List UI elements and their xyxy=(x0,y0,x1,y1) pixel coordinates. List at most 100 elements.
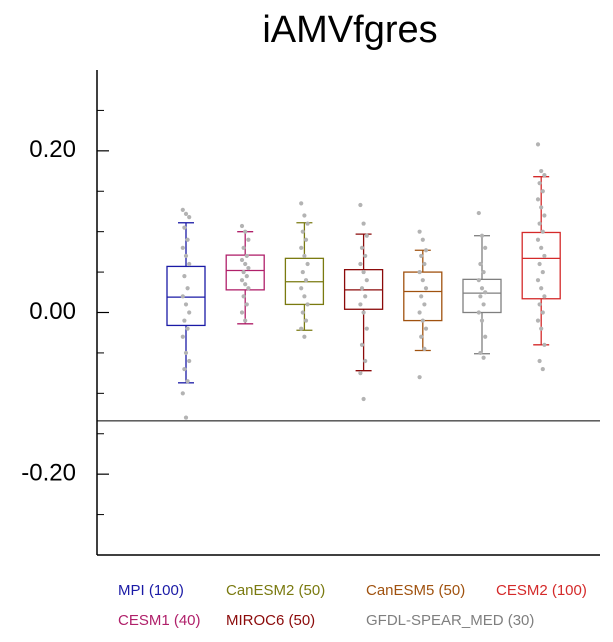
member-point xyxy=(239,223,245,229)
member-point xyxy=(363,253,368,259)
member-point xyxy=(239,278,245,283)
member-point xyxy=(243,261,248,267)
member-point xyxy=(180,294,185,299)
y-tick-label: 0.00 xyxy=(29,298,76,325)
member-point xyxy=(182,225,187,230)
member-point xyxy=(183,302,189,307)
member-point xyxy=(537,302,542,307)
member-point xyxy=(246,286,251,291)
member-point xyxy=(303,318,309,323)
member-point xyxy=(302,253,307,259)
member-point xyxy=(303,278,309,283)
member-point xyxy=(419,294,424,299)
member-point xyxy=(361,310,366,315)
member-point xyxy=(540,189,545,194)
member-point xyxy=(363,294,368,299)
member-point xyxy=(423,326,429,331)
member-point xyxy=(187,215,192,220)
y-tick-label: 0.20 xyxy=(29,136,76,163)
member-point xyxy=(183,211,189,216)
member-point xyxy=(299,326,304,331)
member-point xyxy=(542,213,547,218)
member-point xyxy=(420,318,425,323)
member-point xyxy=(305,221,310,226)
member-point xyxy=(183,415,189,420)
member-point xyxy=(243,318,248,323)
member-point xyxy=(185,286,190,291)
member-point xyxy=(539,326,544,331)
member-point xyxy=(537,358,542,364)
member-point xyxy=(180,245,185,250)
member-point xyxy=(359,342,365,347)
member-point xyxy=(300,269,305,275)
member-point xyxy=(182,366,187,372)
member-point xyxy=(180,207,185,212)
member-point xyxy=(305,302,310,307)
member-point xyxy=(241,269,246,275)
member-point xyxy=(479,318,485,323)
member-point xyxy=(185,379,190,384)
member-point xyxy=(539,245,544,250)
member-point xyxy=(537,221,542,226)
member-point xyxy=(540,269,545,275)
member-point xyxy=(187,310,192,315)
member-point xyxy=(361,396,366,402)
member-point xyxy=(537,261,542,267)
member-point xyxy=(419,253,424,259)
member-point xyxy=(479,233,485,238)
member-point xyxy=(478,261,483,267)
member-point xyxy=(535,142,541,147)
member-point xyxy=(187,261,192,267)
member-point xyxy=(422,346,427,351)
member-point xyxy=(535,318,541,323)
member-point xyxy=(241,294,246,299)
member-point xyxy=(481,269,486,275)
member-point xyxy=(302,334,307,339)
member-point xyxy=(180,334,185,339)
member-point xyxy=(483,334,488,339)
member-point xyxy=(302,294,307,299)
member-point xyxy=(239,257,245,263)
member-point xyxy=(420,237,425,242)
legend-entry: CanESM5 (50) xyxy=(366,582,465,599)
member-point xyxy=(539,168,544,174)
legend-entry: MPI (100) xyxy=(118,582,184,599)
chart-title: iAMVfgres xyxy=(262,9,437,51)
member-point xyxy=(244,302,249,307)
member-point xyxy=(540,310,545,315)
member-point xyxy=(535,237,541,242)
member-point xyxy=(476,210,481,216)
member-point xyxy=(483,290,488,295)
member-point xyxy=(180,391,185,396)
member-point xyxy=(542,172,547,178)
member-point xyxy=(364,233,369,238)
y-tick-label: -0.20 xyxy=(21,460,76,487)
member-point xyxy=(359,286,365,291)
member-point xyxy=(364,326,369,331)
member-point xyxy=(182,274,187,279)
member-point xyxy=(535,197,541,202)
member-point xyxy=(417,229,422,234)
member-point xyxy=(299,245,304,250)
member-point xyxy=(185,237,190,242)
member-point xyxy=(419,334,424,339)
member-point xyxy=(542,294,547,299)
member-point xyxy=(542,342,547,347)
member-point xyxy=(300,229,305,234)
member-point xyxy=(535,278,541,283)
member-point xyxy=(478,294,483,299)
member-point xyxy=(481,302,486,307)
member-point xyxy=(359,245,365,250)
member-point xyxy=(422,261,427,267)
legend-entry: GFDL-SPEAR_MED (30) xyxy=(366,612,534,629)
member-point xyxy=(243,282,248,287)
member-point xyxy=(303,237,309,242)
member-point xyxy=(302,213,307,218)
member-point xyxy=(246,265,251,271)
member-point xyxy=(299,201,304,206)
member-point xyxy=(187,358,192,364)
member-point xyxy=(483,245,488,250)
member-point xyxy=(358,371,363,376)
member-point xyxy=(481,355,486,360)
